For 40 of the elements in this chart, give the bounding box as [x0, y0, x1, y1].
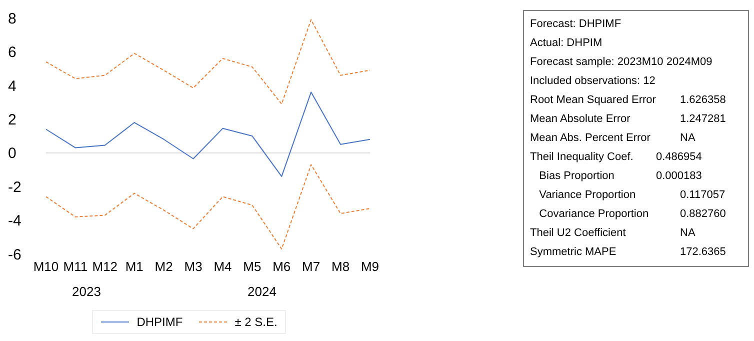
legend-label: DHPIMF [136, 315, 183, 329]
line-series [46, 164, 370, 250]
x-tick-label: M5 [243, 259, 262, 274]
x-tick-label: M10 [33, 259, 59, 274]
x-tick-label: M3 [184, 259, 202, 274]
text: Theil U2 Coefficient NA [530, 227, 696, 239]
y-tick-label: -6 [8, 246, 22, 264]
text: Symmetric MAPE 172.6365 [530, 246, 726, 258]
x-tick-label: M11 [63, 259, 88, 274]
text: Variance Proportion 0.117057 [539, 189, 726, 201]
text: Mean Abs. Percent Error NA [530, 132, 696, 144]
y-tick-label: 0 [8, 145, 16, 162]
text: 2024 [246, 284, 278, 299]
y-tick-label: 4 [8, 78, 16, 95]
text: Theil Inequality Coef. 0.486954 [530, 151, 702, 163]
line-series [46, 19, 370, 104]
x-tick-label: M1 [125, 259, 144, 274]
text: Mean Absolute Error 1.247281 [530, 113, 726, 125]
x-tick-label: M12 [92, 259, 118, 274]
y-tick-label: -2 [8, 178, 22, 196]
text: Included observations: 12 [530, 74, 656, 89]
x-tick-label: M8 [332, 259, 350, 274]
text: Covariance Proportion 0.882760 [539, 208, 726, 220]
y-tick-label: -4 [8, 212, 22, 230]
y-tick-label: 6 [8, 44, 16, 62]
text: Bias Proportion 0.000183 [539, 170, 702, 182]
x-tick-label: M7 [302, 259, 320, 274]
text: Forecast: DHPIMF [530, 17, 622, 32]
x-tick-label: M4 [214, 259, 232, 274]
text: Root Mean Squared Error 1.626358 [530, 94, 726, 106]
text: Actual: DHPIM [530, 36, 604, 51]
x-tick-label: M9 [360, 259, 380, 274]
text: 2023 [71, 284, 102, 299]
y-tick-label: 2 [8, 111, 16, 128]
y-tick-label: 8 [8, 10, 16, 28]
text: Forecast sample: 2023M10 2024M09 [530, 55, 714, 70]
legend-label: ± 2 S.E. [234, 315, 278, 329]
x-tick-label: M2 [154, 259, 173, 274]
x-tick-label: M6 [272, 259, 291, 274]
line-series [46, 92, 370, 177]
